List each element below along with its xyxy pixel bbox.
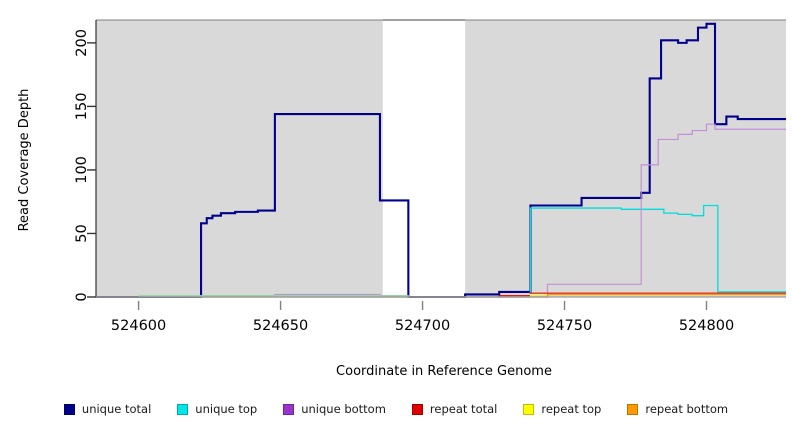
y-tick-label-150: 150: [74, 93, 90, 121]
y-tick-label-0: 0: [74, 292, 90, 301]
x-tick-label-524700: 524700: [395, 318, 450, 334]
legend-label: unique total: [81, 402, 152, 416]
x-axis-title: Coordinate in Reference Genome: [336, 364, 552, 379]
legend-label: unique bottom: [301, 402, 386, 416]
shaded-band-1: [465, 20, 786, 297]
legend-swatch-icon: [177, 403, 189, 415]
legend-label: unique top: [195, 402, 258, 416]
y-tick-label-100: 100: [74, 156, 90, 184]
shaded-band-0: [96, 20, 383, 297]
legend-item-unique-bottom[interactable]: unique bottom: [283, 402, 386, 416]
chart-legend: unique total unique top unique bottom repea…: [0, 398, 792, 420]
x-tick-label-524650: 524650: [253, 318, 308, 334]
legend-swatch-icon: [523, 403, 535, 415]
legend-swatch-icon: [283, 403, 295, 415]
shaded-regions: [96, 19, 786, 297]
axes: [87, 20, 786, 310]
legend-label: repeat bottom: [645, 402, 729, 416]
legend-item-repeat-total[interactable]: repeat total: [411, 402, 498, 416]
legend-item-unique-top[interactable]: unique top: [177, 402, 257, 416]
y-tick-label-200: 200: [74, 29, 90, 57]
legend-label: repeat total: [429, 402, 498, 416]
legend-swatch-icon: [63, 403, 75, 415]
legend-label: repeat top: [541, 402, 602, 416]
legend-swatch-icon: [627, 403, 639, 415]
x-tick-label-524600: 524600: [111, 318, 166, 334]
x-tick-label-524800: 524800: [679, 318, 734, 334]
legend-swatch-icon: [411, 403, 423, 415]
y-axis-title: Read Coverage Depth: [17, 89, 32, 232]
legend-item-unique-total[interactable]: unique total: [63, 402, 152, 416]
y-tick-label-50: 50: [74, 224, 90, 242]
tick-labels: 0 50 100 150 200 524600 524650 524700 524750 5248…: [74, 29, 734, 334]
series-unique-top: [96, 204, 786, 298]
x-tick-label-524750: 524750: [537, 318, 592, 334]
legend-item-repeat-top[interactable]: repeat top: [523, 402, 601, 416]
series-unique-bottom: [96, 123, 786, 298]
legend-item-repeat-bottom[interactable]: repeat bottom: [627, 402, 728, 416]
